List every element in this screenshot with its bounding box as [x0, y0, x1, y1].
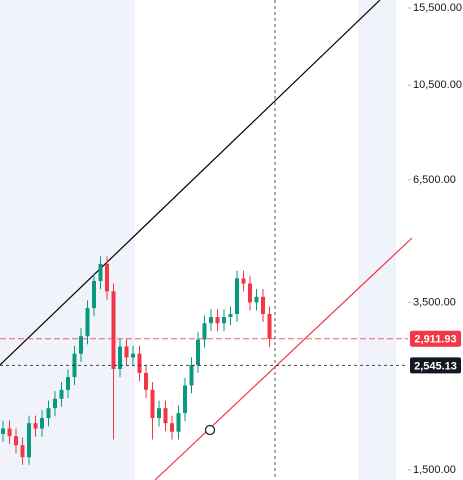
candle-body — [33, 423, 38, 429]
y-tick-label: 6,500.00 — [413, 174, 456, 186]
candle-body — [105, 263, 109, 292]
session-shade — [358, 0, 396, 480]
anchor-point — [204, 424, 216, 436]
candle-body — [40, 418, 44, 429]
candle-body — [228, 314, 233, 318]
candle-body — [66, 377, 70, 390]
price-axis: 1,500.00 3,500.00 6,500.00 10,500.00 15,500.… — [408, 2, 462, 476]
candle-body — [163, 408, 168, 424]
candle-body — [85, 308, 90, 337]
candle-body — [254, 296, 259, 303]
price-label: 2,911.93 — [414, 334, 456, 346]
trend-line — [0, 0, 381, 366]
candle-body — [248, 283, 252, 303]
y-tick-label: 1,500.00 — [413, 464, 456, 476]
candle-body — [176, 413, 181, 432]
candle-body — [59, 389, 64, 399]
candle-body — [7, 428, 12, 437]
candle-body — [124, 346, 129, 358]
candle-body — [196, 339, 200, 366]
candle-body — [144, 372, 148, 390]
session-shade — [0, 0, 135, 480]
candle-body — [261, 296, 265, 315]
candle-body — [46, 408, 51, 419]
candle-body — [235, 278, 239, 315]
price-label-box — [410, 357, 461, 374]
candle-body — [215, 317, 220, 324]
trend-line — [154, 237, 413, 480]
price-label: 2,545.13 — [414, 360, 457, 372]
candle-body — [131, 353, 135, 358]
candles — [0, 256, 408, 465]
candle-body — [189, 365, 194, 386]
candle-body — [170, 423, 174, 432]
candle-body — [150, 389, 155, 419]
candle-body — [1, 428, 5, 434]
candle-body — [222, 317, 226, 324]
candle-body — [209, 317, 213, 324]
candle-body — [118, 346, 122, 369]
candle-body — [267, 314, 272, 339]
y-tick-label: 10,500.00 — [413, 79, 462, 91]
candle-body — [202, 323, 207, 340]
y-tick-label: 15,500.00 — [413, 2, 462, 14]
y-tick-label: 3,500.00 — [413, 296, 456, 308]
candle-body — [27, 423, 31, 458]
candle-body — [14, 436, 18, 446]
candle-body — [53, 398, 57, 409]
price-label-box — [410, 330, 461, 347]
candle-body — [92, 280, 96, 309]
candle-body — [20, 445, 25, 458]
candle-body — [183, 385, 187, 414]
candle-body — [241, 278, 246, 284]
candle-body — [98, 263, 103, 281]
candle-body — [137, 353, 142, 373]
candle-body — [79, 336, 83, 354]
candle-body — [157, 408, 161, 419]
candle-body — [111, 291, 116, 369]
